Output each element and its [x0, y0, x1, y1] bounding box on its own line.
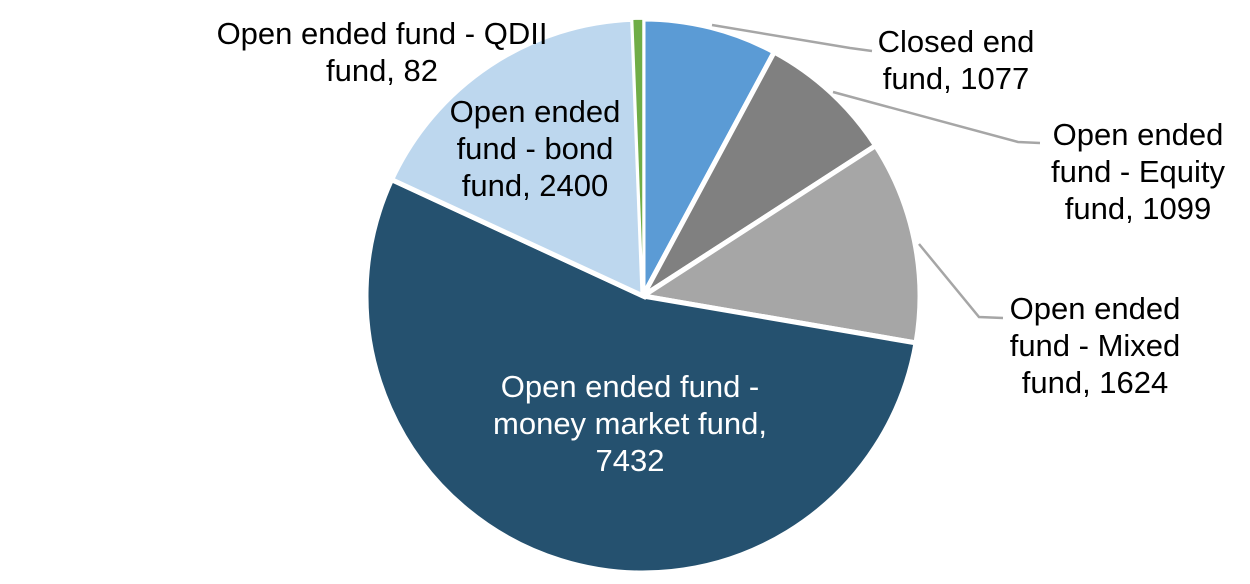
pie-slice-open-ended-equity-fund[interactable]: [640, 48, 880, 299]
leader-line-closed-end-fund: [711, 23, 873, 53]
leader-line-open-ended-equity-fund: [832, 90, 1041, 145]
pie-slice-closed-end-fund[interactable]: [640, 16, 778, 298]
pie-slice-open-ended-mixed-fund[interactable]: [636, 142, 923, 346]
leader-line-open-ended-mixed-fund: [918, 243, 1004, 320]
pie-slice-open-ended-bond-fund[interactable]: [388, 16, 646, 300]
pie-slice-open-ended-money-market-fund[interactable]: [363, 176, 919, 576]
pie-slice-open-ended-qdii-fund[interactable]: [631, 18, 644, 297]
